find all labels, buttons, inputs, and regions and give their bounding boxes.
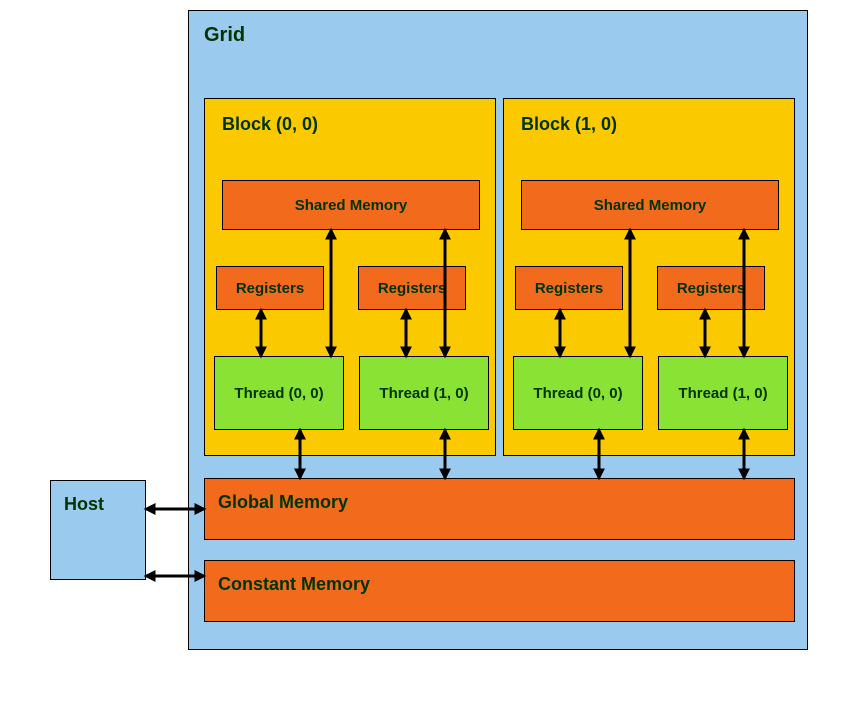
block-label: Block (1, 0) xyxy=(521,114,617,135)
constant-memory-label: Constant Memory xyxy=(218,574,370,595)
block-label: Block (0, 0) xyxy=(222,114,318,135)
registers-box: Registers xyxy=(358,266,466,310)
thread-box: Thread (0, 0) xyxy=(214,356,344,430)
registers-box: Registers xyxy=(515,266,623,310)
diagram-canvas: Grid Host Block (0, 0) Shared Memory Regis… xyxy=(0,0,843,703)
registers-box: Registers xyxy=(216,266,324,310)
thread-box: Thread (1, 0) xyxy=(359,356,489,430)
host-label: Host xyxy=(64,494,104,515)
thread-box: Thread (1, 0) xyxy=(658,356,788,430)
shared-memory-box: Shared Memory xyxy=(222,180,480,230)
shared-memory-box: Shared Memory xyxy=(521,180,779,230)
grid-label: Grid xyxy=(204,24,245,47)
thread-box: Thread (0, 0) xyxy=(513,356,643,430)
global-memory-label: Global Memory xyxy=(218,492,348,513)
registers-box: Registers xyxy=(657,266,765,310)
